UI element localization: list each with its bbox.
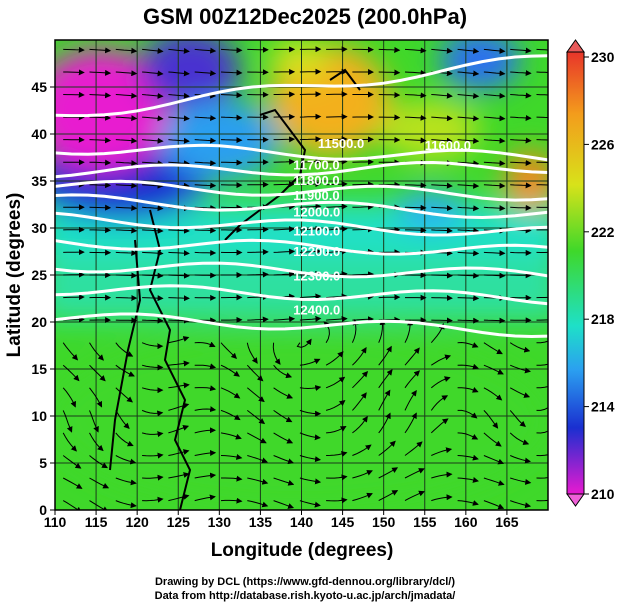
- streamline-arrow: [379, 95, 400, 96]
- streamline-arrow: [274, 162, 295, 163]
- streamline-arrow: [431, 298, 452, 299]
- y-axis: 0 5 10 15 20 25 30 35 40 45: [31, 79, 55, 518]
- streamline-arrow: [195, 252, 216, 253]
- footer-source: Data from http://database.rish.kyoto-u.a…: [155, 590, 456, 602]
- contour-label: 12400.0: [293, 302, 340, 317]
- x-tick-label: 110: [44, 514, 67, 530]
- y-tick-label: 25: [31, 267, 47, 283]
- contour-label: 12100.0: [293, 224, 340, 239]
- streamline-arrow: [63, 297, 84, 298]
- streamline-arrow: [537, 140, 558, 141]
- chart-title: GSM 00Z12Dec2025 (200.0hPa): [143, 4, 467, 29]
- streamline-arrow: [90, 207, 111, 208]
- contour-label: 12000.0: [293, 205, 340, 220]
- colorbar-tick-label: 218: [591, 311, 615, 327]
- x-axis-label: Longitude (degrees): [211, 540, 394, 561]
- streamline-arrow: [326, 117, 347, 118]
- y-tick-label: 30: [31, 220, 47, 236]
- colorbar-max-arrow: [567, 40, 584, 52]
- streamline-arrow: [63, 72, 84, 73]
- contour-label: 11900.0: [293, 188, 339, 203]
- streamline-arrow: [405, 207, 426, 208]
- y-tick-label: 35: [31, 173, 47, 189]
- footer-credit: Drawing by DCL (https://www.gfd-dennou.o…: [155, 576, 455, 588]
- colorbar-tick-label: 222: [591, 224, 615, 240]
- contour-label: 11600.0: [425, 138, 471, 153]
- x-tick-label: 165: [495, 514, 519, 530]
- colorbar-gradient: [567, 52, 584, 494]
- streamline-arrow: [247, 229, 267, 230]
- streamline-arrow: [116, 298, 137, 299]
- streamline-arrow: [300, 117, 321, 118]
- colorbar-min-arrow: [567, 494, 584, 506]
- x-axis: 110 115 120 125 130 135 140 145 150 155 160 165: [44, 510, 519, 530]
- contour-label: 11800.0: [293, 173, 339, 188]
- colorbar-tick-label: 226: [591, 136, 615, 152]
- y-tick-label: 45: [31, 79, 47, 95]
- streamline-arrow: [379, 117, 400, 118]
- x-tick-label: 160: [454, 514, 478, 530]
- streamline-arrow: [116, 320, 137, 321]
- x-tick-label: 125: [167, 514, 191, 530]
- streamline-arrow: [431, 320, 452, 321]
- y-tick-label: 10: [31, 408, 47, 424]
- streamline-arrow: [379, 297, 400, 298]
- x-tick-label: 120: [125, 514, 149, 530]
- x-tick-label: 130: [208, 514, 232, 530]
- streamline-arrow: [405, 230, 426, 231]
- streamline-arrow: [63, 95, 84, 96]
- streamline-arrow: [274, 139, 295, 140]
- streamline-arrow: [247, 252, 267, 253]
- colorbar-tick-label: 214: [591, 399, 615, 415]
- y-tick-label: 5: [39, 455, 47, 471]
- streamline-arrow: [484, 320, 505, 321]
- x-tick-label: 150: [372, 514, 396, 530]
- colorbar-tick-label: 230: [591, 49, 615, 65]
- colorbar-tick-label: 210: [591, 486, 615, 502]
- streamline-arrow: [300, 94, 321, 95]
- x-tick-label: 145: [331, 514, 355, 530]
- streamline-arrow: [537, 72, 558, 73]
- contour-label: 12300.0: [293, 269, 340, 284]
- y-tick-label: 15: [31, 361, 47, 377]
- streamline-arrow: [352, 207, 373, 208]
- contour-label: 11500.0: [318, 136, 364, 151]
- y-tick-label: 20: [31, 314, 47, 330]
- streamline-arrow: [352, 184, 373, 185]
- y-tick-label: 40: [31, 126, 47, 142]
- streamline-arrow: [221, 162, 242, 163]
- x-tick-label: 155: [413, 514, 437, 530]
- x-tick-label: 140: [290, 514, 314, 530]
- streamline-arrow: [195, 275, 216, 276]
- colorbar: 230 226 222 218 214 210: [567, 40, 615, 506]
- contour-label: 12200.0: [293, 244, 340, 259]
- contour-label: 11700.0: [293, 158, 339, 173]
- x-tick-label: 115: [85, 514, 108, 530]
- streamline-arrow: [537, 95, 558, 96]
- streamline-arrow: [221, 140, 242, 141]
- y-axis-label: Latitude (degrees): [4, 193, 25, 358]
- x-tick-label: 135: [249, 514, 273, 530]
- streamline-arrow: [537, 117, 558, 118]
- y-tick-label: 0: [39, 502, 47, 518]
- streamline-arrow: [510, 252, 531, 253]
